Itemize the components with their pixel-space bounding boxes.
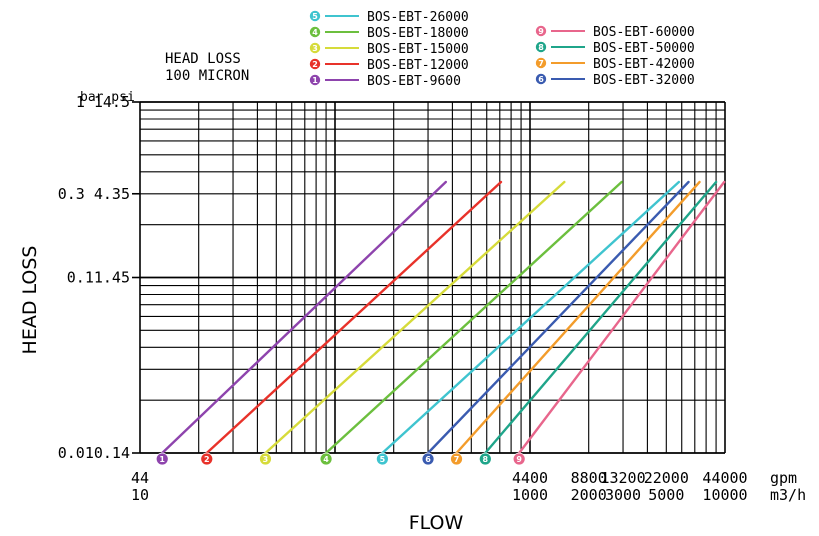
y-unit-header: bar psi [80, 90, 135, 105]
legend-badge-label: 8 [538, 43, 544, 52]
x-tick-label-m3h: 10000 [702, 486, 747, 504]
x-unit-m3h: m3/h [770, 486, 806, 504]
legend-badge-label: 9 [538, 27, 544, 36]
y-tick-label: 1 14.5 [76, 93, 130, 111]
x-tick-label-m3h: 2000 [571, 486, 607, 504]
axes: 1 14.50.3 4.350.11.450.010.1444104400100… [58, 93, 806, 504]
series-line-8 [484, 180, 718, 455]
series-badge-label: 6 [425, 455, 431, 464]
legend-badge-label: 6 [538, 75, 544, 84]
x-tick-label-gpm: 44 [131, 469, 149, 487]
legend-badge-label: 7 [538, 59, 544, 68]
series-badge-6 [421, 452, 435, 466]
legend-badge-3 [309, 42, 321, 54]
y-tick-label: 0.11.45 [67, 269, 130, 287]
x-tick-label-gpm: 44000 [702, 469, 747, 487]
series-badge-2 [200, 452, 214, 466]
series-line-5 [381, 180, 681, 455]
chart-title-line1: HEAD LOSS [165, 51, 241, 67]
y-tick-label: 0.3 4.35 [58, 185, 130, 203]
series-badges: 1 2 3 4 5 6 7 8 9 [155, 452, 526, 466]
legend: 5 BOS-EBT-26000 4 BOS-EBT-18000 3 BOS-EBT-150… [309, 10, 695, 89]
legend-entry: BOS-EBT-60000 [593, 25, 695, 40]
series-line-3 [264, 180, 566, 455]
x-tick-label-m3h: 3000 [605, 486, 641, 504]
series-line-1 [161, 180, 447, 455]
series-badge-5 [375, 452, 389, 466]
series-badge-9 [512, 452, 526, 466]
legend-entry: BOS-EBT-50000 [593, 41, 695, 56]
legend-badge-2 [309, 58, 321, 70]
legend-badge-label: 4 [312, 28, 318, 37]
series-badge-label: 5 [380, 455, 386, 464]
series-badge-label: 9 [516, 455, 522, 464]
series-badge-4 [319, 452, 333, 466]
series-line-4 [324, 180, 623, 455]
series-badge-7 [450, 452, 463, 466]
legend-entry: BOS-EBT-9600 [367, 74, 461, 89]
series-badge-label: 2 [204, 455, 210, 464]
legend-badge-label: 2 [312, 60, 318, 69]
y-axis-label: HEAD LOSS [19, 246, 41, 355]
series-badge-label: 1 [159, 455, 165, 464]
legend-badge-label: 1 [312, 76, 318, 85]
chart-title-line2: 100 MICRON [165, 68, 249, 84]
series-lines [161, 180, 726, 455]
legend-entry: BOS-EBT-26000 [367, 10, 469, 25]
series-badge-label: 8 [483, 455, 489, 464]
y-tick-label: 0.010.14 [58, 444, 130, 462]
x-tick-label-gpm: 8800 [571, 469, 607, 487]
legend-entry: BOS-EBT-42000 [593, 57, 695, 72]
legend-badge-4 [309, 26, 321, 38]
grid [139, 101, 726, 454]
legend-badge-6 [535, 73, 547, 85]
legend-badge-1 [309, 74, 321, 86]
legend-badge-7 [535, 57, 547, 69]
series-line-2 [205, 180, 503, 455]
series-badge-label: 7 [454, 455, 460, 464]
series-badge-label: 4 [323, 455, 329, 464]
legend-entry: BOS-EBT-15000 [367, 42, 469, 57]
legend-badge-5 [309, 10, 321, 22]
series-line-9 [517, 180, 726, 455]
x-tick-label-m3h: 5000 [648, 486, 684, 504]
series-line-7 [455, 180, 701, 455]
x-tick-label-m3h: 1000 [512, 486, 548, 504]
legend-entry: BOS-EBT-18000 [367, 26, 469, 41]
series-line-6 [426, 180, 690, 455]
x-axis-label: FLOW [409, 512, 464, 534]
x-unit-gpm: gpm [770, 469, 797, 487]
legend-badge-8 [535, 41, 547, 53]
series-badge-1 [155, 452, 169, 466]
legend-entry: BOS-EBT-12000 [367, 58, 469, 73]
series-badge-3 [259, 452, 272, 466]
x-tick-label-gpm: 22000 [644, 469, 689, 487]
series-badge-8 [478, 452, 492, 466]
x-tick-label-gpm: 13200 [600, 469, 645, 487]
legend-badge-9 [535, 25, 547, 37]
series-badge-label: 3 [263, 455, 269, 464]
legend-badge-label: 5 [312, 12, 318, 21]
x-tick-label-m3h: 10 [131, 486, 149, 504]
x-tick-label-gpm: 4400 [512, 469, 548, 487]
legend-entry: BOS-EBT-32000 [593, 73, 695, 88]
legend-badge-label: 3 [312, 44, 318, 53]
